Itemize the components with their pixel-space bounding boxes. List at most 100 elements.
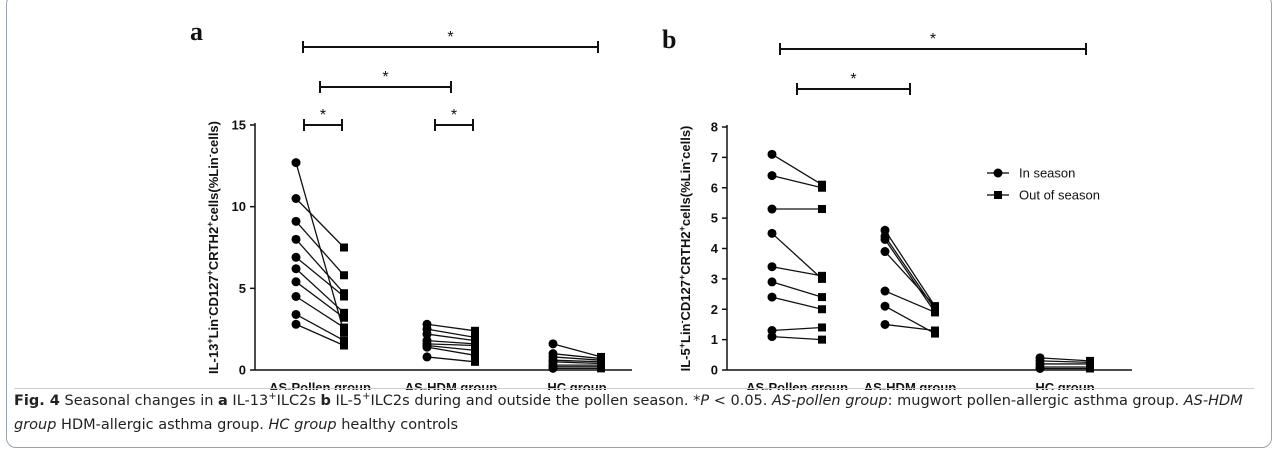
marker-circle xyxy=(548,339,558,349)
caption-run: healthy controls xyxy=(336,417,459,433)
y-axis-label-part: + xyxy=(205,222,215,227)
y-axis-label-part: + xyxy=(677,226,687,231)
y-axis-label-part: + xyxy=(205,338,215,343)
pair-line xyxy=(771,281,823,298)
marker-square xyxy=(818,335,826,344)
y-axis-label-part: IL-5 xyxy=(678,348,693,371)
x-tick-label: AS-Pollen group xyxy=(746,380,848,390)
marker-circle xyxy=(767,332,777,342)
marker-circle xyxy=(291,194,301,203)
marker-circle xyxy=(291,252,301,262)
y-axis-label-part: - xyxy=(205,316,215,319)
legend-label: Out of season xyxy=(1019,188,1100,203)
marker-square xyxy=(471,346,479,355)
pair-line xyxy=(295,323,345,347)
pair-line xyxy=(295,268,345,314)
caption-run: < 0.05. xyxy=(709,393,772,409)
marker-circle xyxy=(880,234,890,244)
marker-square xyxy=(471,326,479,335)
marker-circle xyxy=(291,277,301,287)
y-tick-label: 4 xyxy=(711,241,719,256)
marker-square xyxy=(818,293,826,302)
marker-square xyxy=(340,271,348,280)
marker-square xyxy=(931,302,939,311)
marker-square xyxy=(340,243,348,252)
caption-run: AS-pollen group xyxy=(772,393,888,409)
y-axis-label-part: CD127 xyxy=(678,280,693,320)
panel-letter: a xyxy=(190,17,203,46)
y-axis-label-part: Lin xyxy=(206,319,221,339)
marker-circle xyxy=(767,277,777,287)
figure: a051015IL-13+Lin-CD127+CRTH2+cells(%Lin-… xyxy=(190,17,1132,390)
pair-line xyxy=(295,256,345,298)
marker-circle xyxy=(422,352,432,362)
marker-square xyxy=(340,336,348,345)
caption-run: AS-HDM group xyxy=(14,393,1248,433)
marker-square xyxy=(818,323,826,332)
marker-circle xyxy=(767,228,777,238)
pair-line xyxy=(552,359,602,363)
x-tick-label: HC group xyxy=(1035,380,1094,390)
pair-line xyxy=(884,239,936,313)
y-tick-label: 10 xyxy=(232,199,246,214)
x-tick-label: AS-Pollen group xyxy=(269,380,371,390)
marker-circle xyxy=(767,262,777,272)
caption-run: b xyxy=(320,393,331,409)
marker-square xyxy=(340,313,348,322)
pair-line xyxy=(426,333,476,342)
caption-run: HC group xyxy=(268,417,337,433)
caption-run: Fig. 4 xyxy=(14,393,60,409)
caption-run: + xyxy=(362,391,371,403)
pair-line xyxy=(771,174,823,189)
y-axis-label-part: CRTH2 xyxy=(206,227,221,270)
pair-line xyxy=(426,343,476,347)
significance-label: * xyxy=(451,107,457,124)
panel-letter: b xyxy=(662,25,676,54)
caption: Fig. 4 Seasonal changes in a IL-13+ILC2s… xyxy=(14,388,1254,437)
marker-square xyxy=(818,305,826,314)
caption-run: Seasonal changes in xyxy=(59,393,219,409)
y-axis-label-part: - xyxy=(205,154,215,157)
marker-circle xyxy=(767,292,777,302)
y-axis-label: IL-5+Lin-CD127+CRTH2+cells(%Lin-cells) xyxy=(677,126,693,372)
marker-square xyxy=(340,341,348,350)
caption-run: ILC2s xyxy=(276,393,321,409)
marker-circle xyxy=(767,149,777,159)
pair-line xyxy=(771,266,823,277)
marker-circle xyxy=(767,171,777,181)
marker-square xyxy=(340,308,348,317)
y-axis-label-part: - xyxy=(677,159,687,162)
pair-line xyxy=(771,232,823,280)
x-tick-label: AS-HDM group xyxy=(405,380,497,390)
y-axis-label-part: + xyxy=(677,275,687,280)
y-tick-label: 0 xyxy=(239,363,246,378)
y-axis-label: IL-13+Lin-CD127+CRTH2+cells(%Lin-cells) xyxy=(205,121,221,374)
pair-line xyxy=(552,356,602,361)
caption-run: P xyxy=(700,393,710,409)
marker-circle xyxy=(880,247,890,257)
pair-line xyxy=(426,323,476,332)
pair-line xyxy=(426,328,476,338)
pair-line xyxy=(295,238,345,294)
marker-circle xyxy=(291,234,301,244)
pair-line xyxy=(426,346,476,356)
marker-square xyxy=(471,351,479,360)
caption-run: IL-13 xyxy=(227,393,269,409)
y-axis-label-part: CD127 xyxy=(206,275,221,315)
marker-circle xyxy=(291,216,301,226)
y-axis-label-part: cells) xyxy=(206,121,221,154)
y-axis-label-part: cells(%Lin xyxy=(206,157,221,221)
x-tick-label: HC group xyxy=(547,380,606,390)
marker-square xyxy=(818,205,826,214)
significance-label: * xyxy=(382,69,388,86)
y-axis-label-part: CRTH2 xyxy=(678,231,693,274)
marker-square xyxy=(340,323,348,332)
pair-line xyxy=(426,356,476,363)
pair-line xyxy=(1039,357,1091,362)
pair-line xyxy=(552,361,602,365)
y-axis-label-part: Lin xyxy=(678,323,693,343)
marker-square xyxy=(1086,364,1094,373)
pair-line xyxy=(552,343,602,358)
marker-square xyxy=(597,364,605,373)
pair-line xyxy=(295,220,345,276)
